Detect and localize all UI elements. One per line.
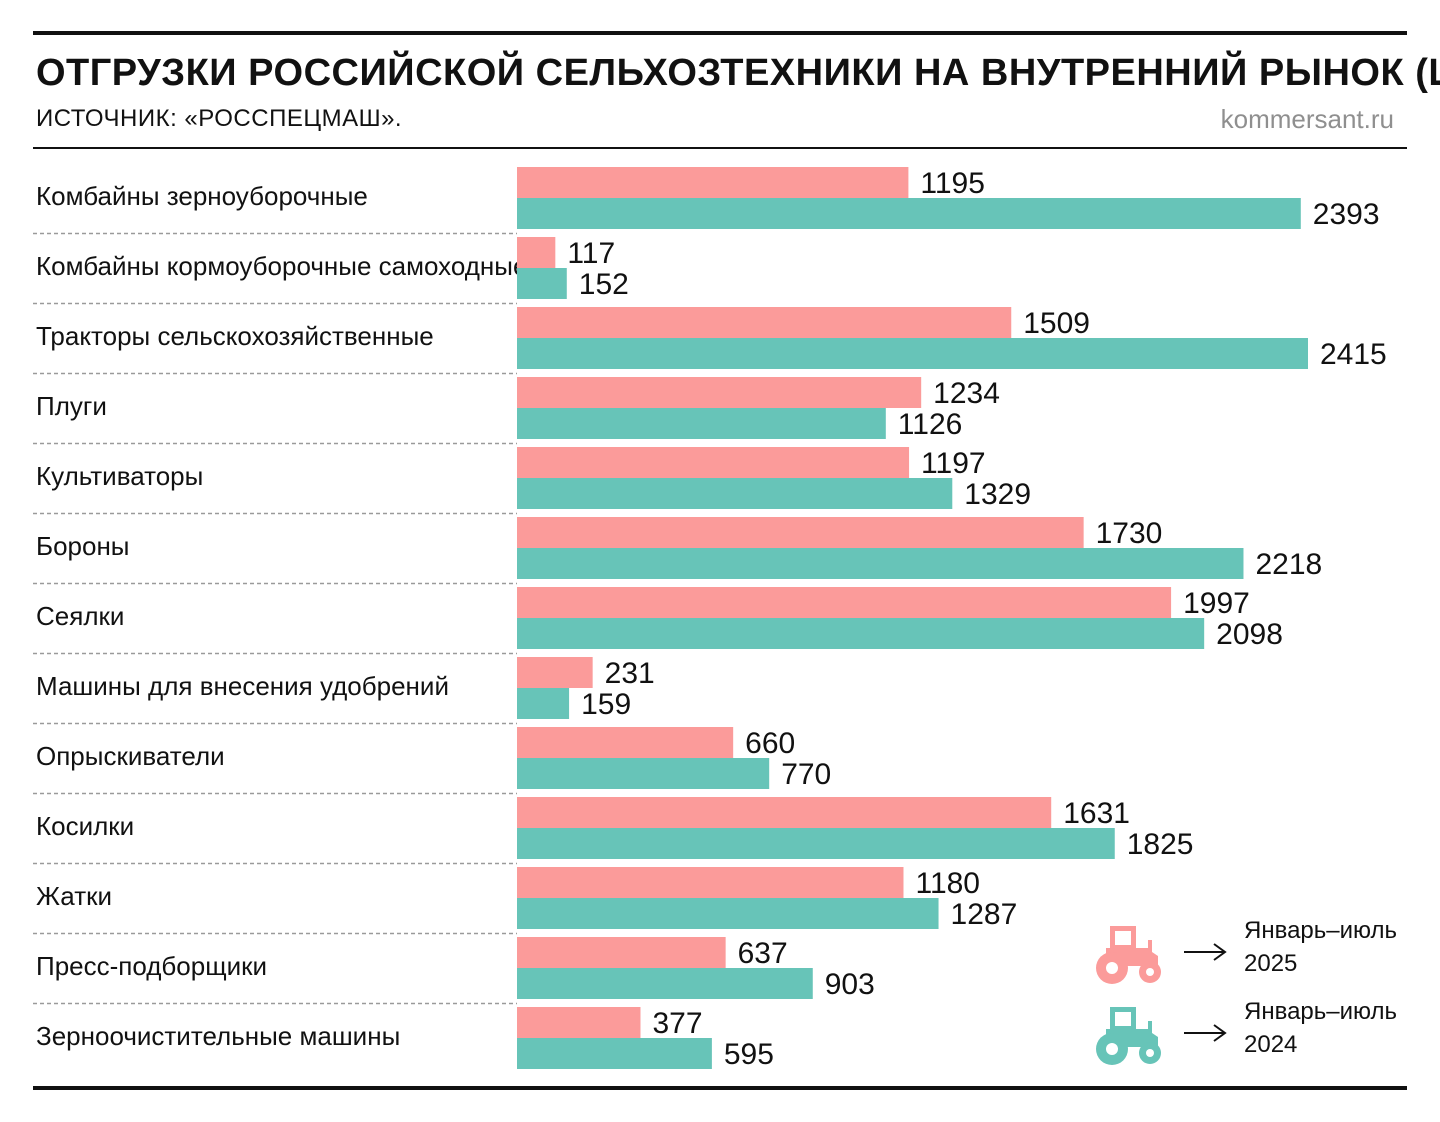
category-label: Зерноочистительные машины (36, 1021, 400, 1051)
value-label: 1631 (1063, 797, 1130, 830)
category-label: Машины для внесения удобрений (36, 671, 449, 701)
bottom-rule (33, 1086, 1407, 1090)
value-label: 1730 (1096, 517, 1163, 550)
value-label: 377 (652, 1007, 702, 1040)
value-label: 117 (567, 237, 615, 270)
value-label: 2393 (1313, 198, 1380, 231)
legend-label-2024-year: 2024 (1244, 1031, 1298, 1058)
bar-2024 (517, 478, 953, 509)
bar-2025 (517, 167, 909, 198)
value-label: 1509 (1023, 307, 1090, 340)
value-label: 1195 (920, 167, 985, 200)
value-label: 1197 (921, 447, 986, 480)
bar-2025 (517, 657, 593, 688)
bar-2024 (517, 618, 1205, 649)
bar-2024 (517, 268, 567, 299)
source-note: ИСТОЧНИК: «РОССПЕЦМАШ». (36, 105, 403, 132)
bar-2025 (517, 307, 1012, 338)
bar-2025 (517, 377, 922, 408)
bar-2024 (517, 338, 1308, 369)
tractor-icon (1096, 926, 1161, 984)
value-label: 2098 (1216, 618, 1283, 651)
value-label: 159 (581, 688, 631, 721)
bar-2024 (517, 688, 570, 719)
bar-2025 (517, 727, 734, 758)
category-label: Культиваторы (36, 461, 203, 491)
bar-2024 (517, 968, 813, 999)
value-label: 2218 (1255, 548, 1322, 581)
chart-title: ОТГРУЗКИ РОССИЙСКОЙ СЕЛЬХОЗТЕХНИКИ НА ВН… (36, 52, 1440, 94)
value-label: 1287 (951, 898, 1018, 931)
value-label: 903 (825, 968, 875, 1001)
value-label: 1329 (964, 478, 1031, 511)
top-rule (33, 31, 1407, 35)
bar-2024 (517, 758, 770, 789)
category-label: Комбайны кормоуборочные самоходные (36, 251, 527, 281)
category-label: Жатки (36, 881, 112, 911)
arrow-right-icon (1184, 943, 1227, 961)
category-label: Комбайны зерноуборочные (36, 181, 368, 211)
value-label: 1126 (898, 408, 963, 441)
value-label: 660 (745, 727, 795, 760)
bar-2025 (517, 447, 910, 478)
legend-item-2024: Январь–июль 2024 (1086, 998, 1406, 1081)
bar-2024 (517, 898, 939, 929)
value-label: 595 (724, 1038, 774, 1071)
category-label: Пресс-подборщики (36, 951, 267, 981)
arrow-right-icon (1184, 1024, 1227, 1042)
bar-2025 (517, 237, 556, 268)
value-label: 770 (781, 758, 831, 791)
value-label: 231 (605, 657, 655, 690)
value-label: 637 (738, 937, 788, 970)
bar-2025 (517, 867, 904, 898)
legend-label-2025-period: Январь–июль (1244, 917, 1397, 944)
value-label: 2415 (1320, 338, 1387, 371)
brand-label: kommersant.ru (1220, 104, 1394, 134)
bar-2024 (517, 828, 1115, 859)
category-label: Тракторы сельскохозяйственные (36, 321, 434, 351)
bar-2025 (517, 587, 1172, 618)
tractor-icon (1096, 1007, 1161, 1065)
legend-item-2025: Январь–июль 2025 (1086, 917, 1406, 1000)
value-label: 1234 (933, 377, 1000, 410)
bar-2024 (517, 408, 886, 439)
legend-label-2024-period: Январь–июль (1244, 998, 1397, 1025)
bar-2024 (517, 548, 1244, 579)
bar-2024 (517, 198, 1301, 229)
category-label: Косилки (36, 811, 134, 841)
value-label: 152 (579, 268, 629, 301)
bar-2025 (517, 797, 1052, 828)
category-label: Опрыскиватели (36, 741, 225, 771)
category-label: Сеялки (36, 601, 124, 631)
value-label: 1997 (1183, 587, 1250, 620)
value-label: 1825 (1127, 828, 1194, 861)
bar-2025 (517, 1007, 641, 1038)
category-label: Бороны (36, 531, 130, 561)
header-rule (33, 147, 1407, 149)
legend-label-2025-year: 2025 (1244, 950, 1298, 977)
value-label: 1180 (915, 867, 980, 900)
bar-2025 (517, 937, 726, 968)
category-label: Плуги (36, 391, 107, 421)
bar-2025 (517, 517, 1084, 548)
bar-2024 (517, 1038, 712, 1069)
